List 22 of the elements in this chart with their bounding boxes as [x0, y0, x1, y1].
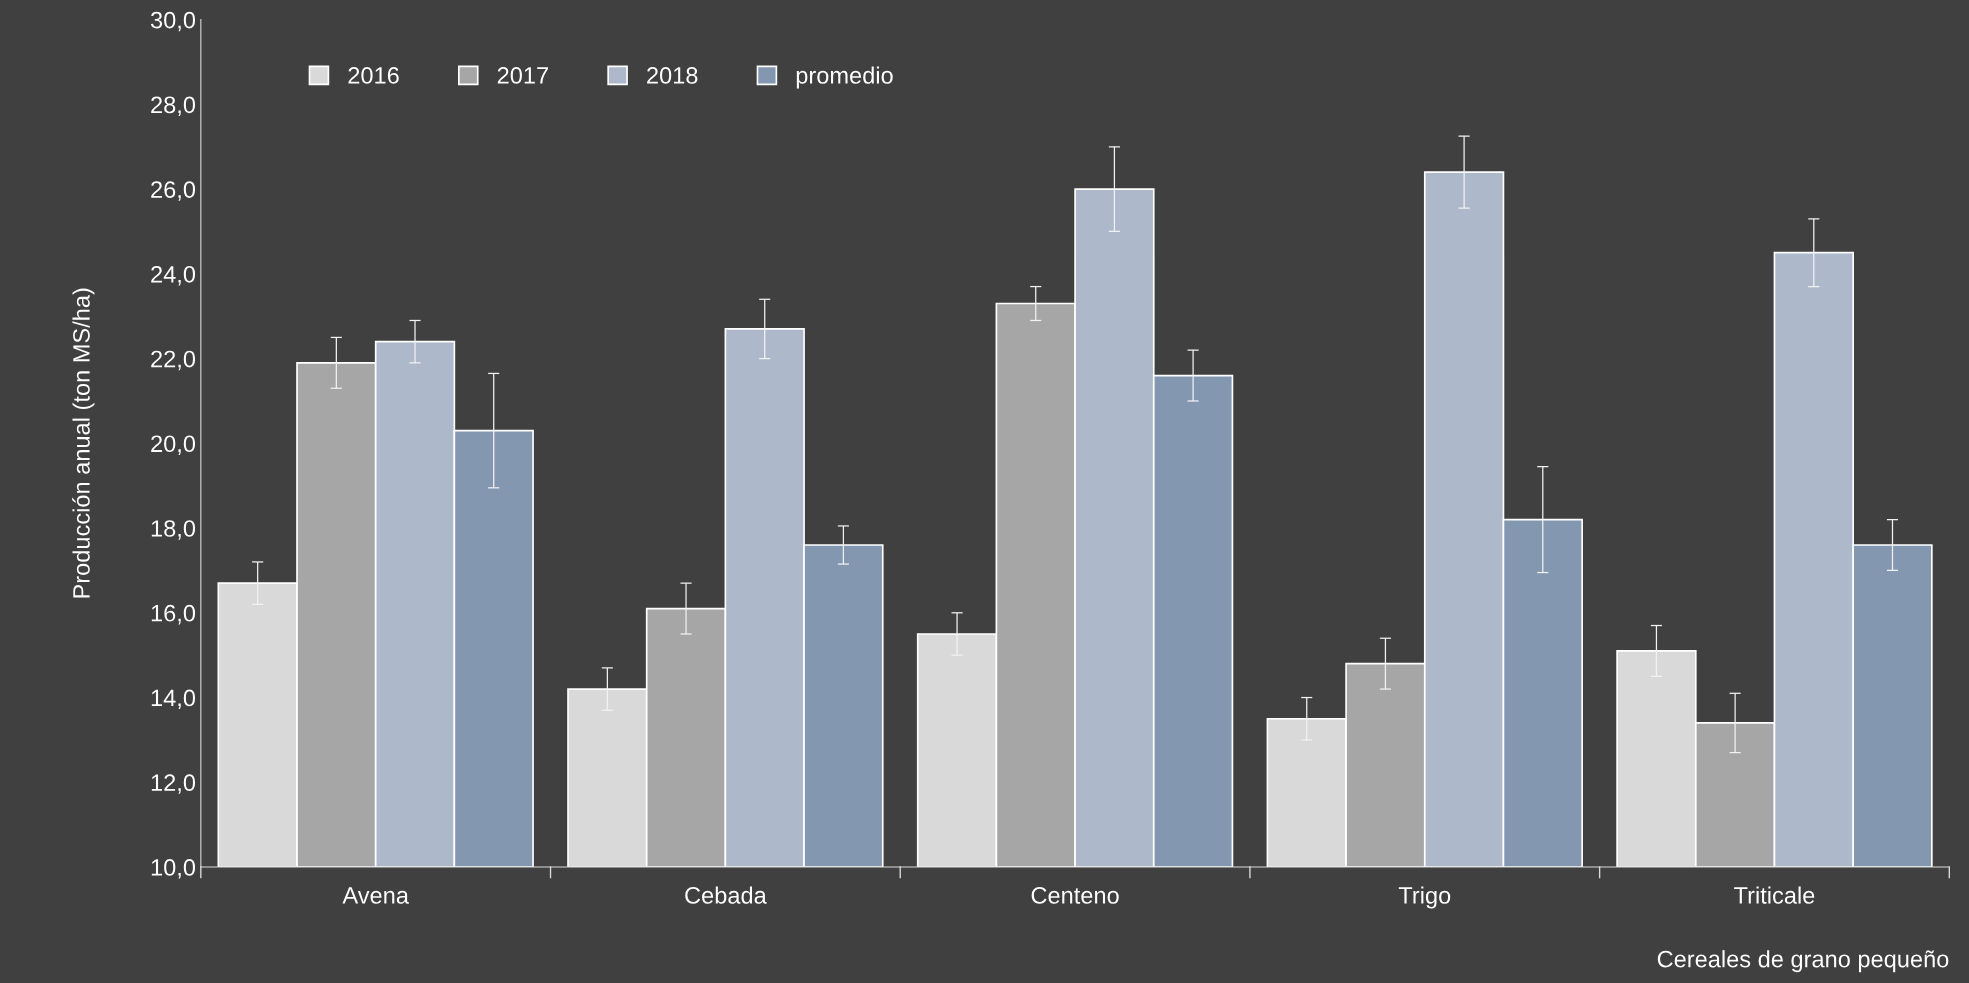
x-tick-label: Trigo — [1398, 886, 1451, 909]
y-tick-label: 26,0 — [151, 181, 196, 201]
legend-label: 2017 — [497, 67, 548, 84]
y-axis-title: Producción anual (ton MS/ha) — [72, 288, 95, 598]
x-tick-label: Centeno — [1031, 887, 1119, 904]
x-tick-label: Cebada — [685, 886, 767, 904]
y-tick-label: 18,0 — [151, 520, 196, 540]
x-tick-label: Avena — [342, 887, 409, 904]
y-tick-label: 24,0 — [151, 265, 196, 286]
y-tick-label: 12,0 — [151, 774, 196, 794]
legend-label: 2018 — [647, 67, 698, 84]
y-tick-label: 16,0 — [151, 604, 196, 625]
y-tick-label: 30,0 — [150, 11, 196, 32]
x-axis-title: Cereales de grano pequeño — [1657, 950, 1949, 973]
legend-label: promedio — [796, 66, 893, 89]
y-tick-label: 14,0 — [151, 689, 196, 710]
x-tick-label: Triticale — [1734, 886, 1815, 904]
y-tick-label: 22,0 — [151, 350, 196, 371]
legend-label: 2016 — [348, 67, 399, 84]
y-tick-label: 28,0 — [151, 96, 196, 116]
y-tick-label: 20,0 — [151, 435, 196, 455]
y-tick-label: 10,0 — [151, 859, 196, 879]
